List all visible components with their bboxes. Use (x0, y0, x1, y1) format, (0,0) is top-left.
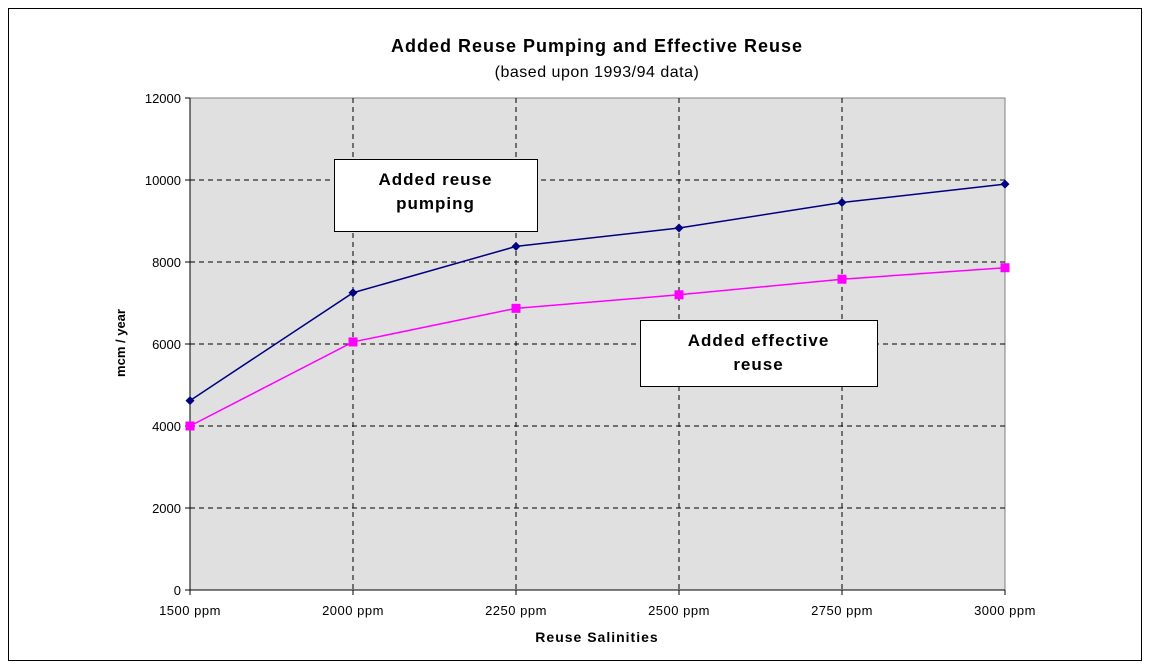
axis-layer: 0 2000 4000 6000 8000 10000 12000 1500 ppm 2000 … (145, 91, 1036, 618)
annotation-label: pumping (396, 194, 475, 213)
data-point (185, 421, 195, 431)
data-point (674, 290, 684, 300)
annotation-label: Added effective (688, 331, 830, 350)
series-line-2 (189, 266, 1006, 427)
annotation-label: Added reuse (379, 170, 493, 189)
data-point (1000, 179, 1010, 189)
y-tick-label: 0 (174, 583, 181, 598)
x-tick-label: 1500 ppm (159, 603, 221, 618)
data-point (837, 274, 847, 284)
data-point (348, 288, 358, 298)
x-tick-label: 2000 ppm (322, 603, 384, 618)
y-tick-label: 2000 (152, 501, 181, 516)
data-point (674, 223, 684, 233)
y-tick-label: 10000 (145, 173, 181, 188)
x-tick-label: 2750 ppm (811, 603, 873, 618)
x-tick-label: 3000 ppm (974, 603, 1036, 618)
data-point (837, 198, 847, 208)
y-tick-label: 8000 (152, 255, 181, 270)
annotation-layer: Added reuse pumping Added effective reuse (334, 159, 878, 387)
chart-subtitle: (based upon 1993/94 data) (495, 64, 700, 81)
annotation-label: reuse (733, 355, 783, 374)
x-tick-label: 2250 ppm (485, 603, 547, 618)
x-axis-label: Reuse Salinities (535, 629, 658, 645)
y-tick-label: 12000 (145, 91, 181, 106)
data-point (511, 303, 521, 313)
series-layer (185, 179, 1010, 431)
series-line-1 (189, 183, 1006, 402)
y-tick-label: 6000 (152, 337, 181, 352)
data-point (1000, 263, 1010, 273)
data-point (348, 337, 358, 347)
annotation-box (640, 320, 878, 387)
x-tick-label: 2500 ppm (648, 603, 710, 618)
data-point (511, 241, 521, 251)
y-tick-label: 4000 (152, 419, 181, 434)
chart-title: Added Reuse Pumping and Effective Reuse (391, 36, 803, 56)
annotation-box (334, 159, 538, 232)
y-axis-label: mcm / year (113, 309, 128, 377)
data-point (185, 396, 195, 406)
